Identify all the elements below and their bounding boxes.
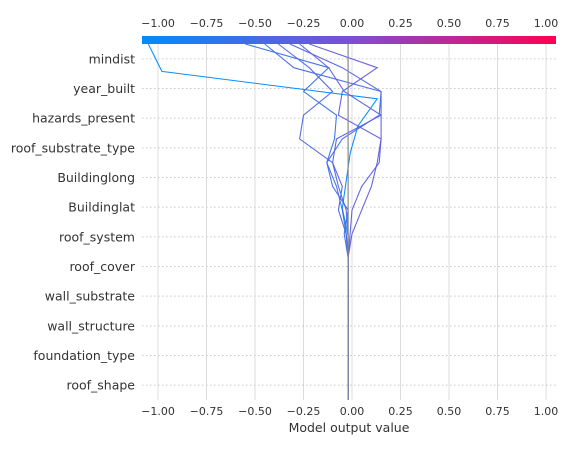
bottom-tick-label: −0.50: [238, 405, 272, 418]
top-tick-label: −0.25: [287, 17, 321, 30]
feature-label: roof_system: [59, 229, 135, 244]
top-tick-label: 1.00: [534, 17, 559, 30]
top-tick-label: 0.75: [485, 17, 510, 30]
feature-labels: mindist year_built hazards_present roof_sub…: [11, 51, 136, 392]
top-tick-label: −1.00: [141, 17, 175, 30]
bottom-tick-label: 0.50: [437, 405, 462, 418]
bottom-tick-label: −0.25: [287, 405, 321, 418]
bottom-tick-label: 0.75: [485, 405, 510, 418]
colorbar: [142, 36, 556, 44]
decision-lines: [147, 43, 382, 400]
top-tick-label: −0.50: [238, 17, 272, 30]
feature-label: roof_substrate_type: [11, 140, 135, 155]
feature-label: roof_shape: [66, 378, 135, 393]
x-axis-label: Model output value: [289, 420, 410, 435]
feature-label: mindist: [89, 51, 135, 66]
bottom-tick-labels: −1.00 −0.75 −0.50 −0.25 0.00 0.25 0.50 0.75 1.00: [141, 405, 558, 418]
decision-line: [277, 43, 349, 400]
bottom-tick-label: −1.00: [141, 405, 175, 418]
feature-label: wall_structure: [47, 318, 135, 333]
top-tick-label: 0.50: [437, 17, 462, 30]
bottom-tick-label: 0.25: [388, 405, 413, 418]
feature-label: wall_substrate: [45, 289, 136, 304]
bottom-tick-label: 1.00: [534, 405, 559, 418]
feature-label: foundation_type: [33, 348, 135, 363]
feature-label: Buildinglong: [57, 170, 135, 185]
feature-label: year_built: [73, 81, 135, 96]
top-tick-labels: −1.00 −0.75 −0.50 −0.25 0.00 0.25 0.50 0.75 1.00: [141, 17, 558, 30]
top-tick-label: −0.75: [190, 17, 224, 30]
top-tick-label: 0.00: [340, 17, 365, 30]
feature-label: roof_cover: [69, 259, 135, 274]
bottom-tick-label: −0.75: [190, 405, 224, 418]
top-tick-label: 0.25: [388, 17, 413, 30]
grid-layer: [142, 44, 556, 400]
bottom-tick-label: 0.00: [340, 405, 365, 418]
feature-label: Buildinglat: [68, 200, 135, 215]
decision-line: [245, 43, 349, 400]
feature-label: hazards_present: [32, 111, 135, 126]
